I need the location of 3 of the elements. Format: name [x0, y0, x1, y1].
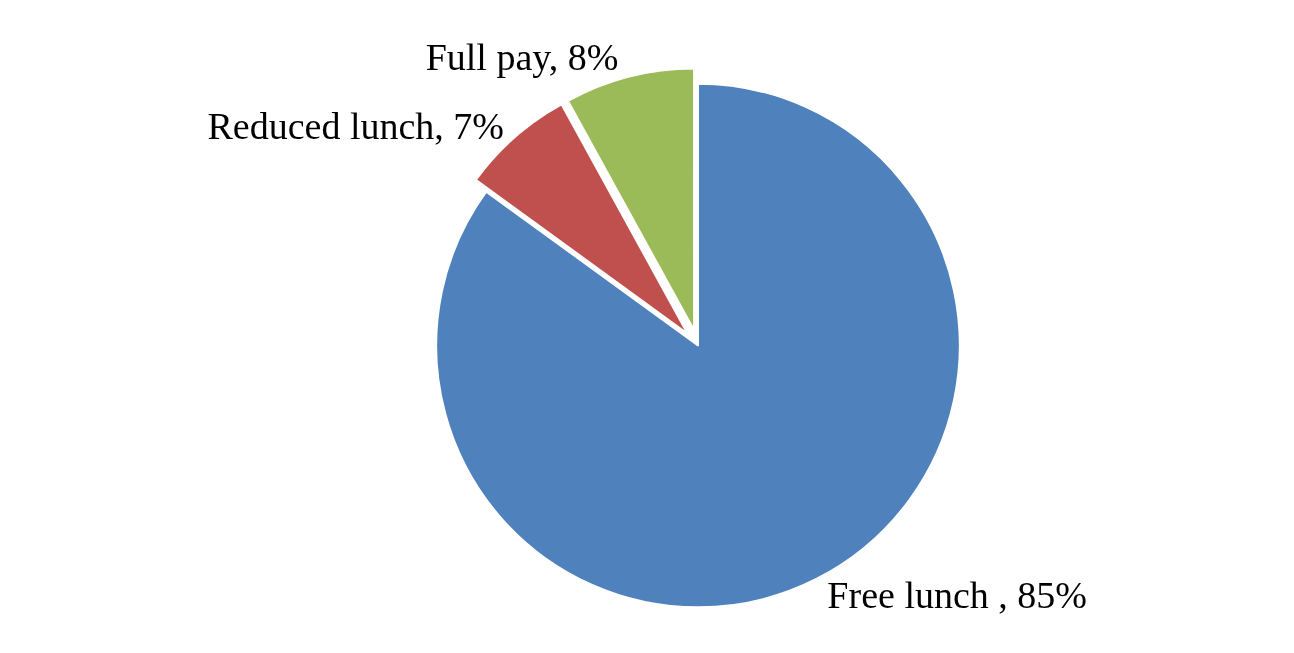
slice-label: Full pay, 8% — [425, 36, 619, 79]
slice-label: Reduced lunch, 7% — [207, 104, 504, 147]
slice-label: Free lunch , 85% — [827, 574, 1087, 617]
